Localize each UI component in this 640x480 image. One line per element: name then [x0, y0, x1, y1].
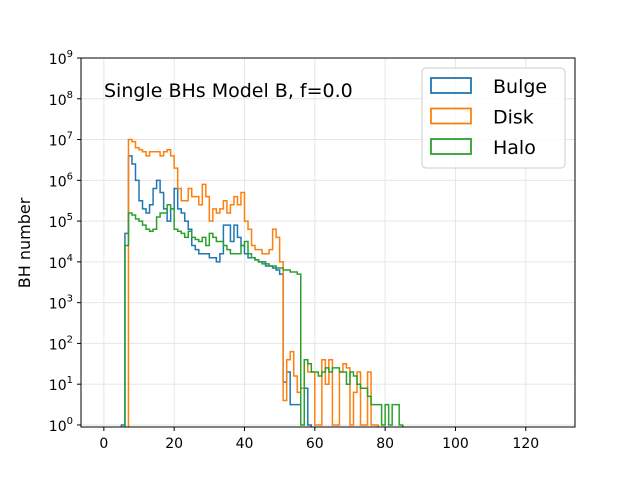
legend-label-disk: Disk [493, 107, 534, 129]
y-tick-label: 100 [49, 416, 73, 435]
legend: Bulge Disk Halo [421, 67, 566, 169]
plot-frame [80, 57, 576, 428]
x-axis-ticks: 0 20 40 60 80 100 120 [99, 427, 539, 452]
x-tick-label: 120 [512, 436, 539, 452]
y-tick-label: 109 [49, 49, 73, 68]
x-tick-label: 0 [99, 436, 108, 452]
y-tick-label: 105 [49, 212, 73, 231]
y-tick-label: 107 [49, 131, 73, 150]
y-axis-ticks: 100 101 102 103 104 105 106 107 108 109 [49, 49, 81, 435]
y-axis-label: BH number [15, 197, 34, 288]
legend-swatch-halo [430, 138, 472, 155]
chart-annotation: Single BHs Model B, f=0.0 [104, 80, 353, 102]
series-disk-step [127, 138, 379, 427]
legend-label-halo: Halo [493, 137, 536, 159]
x-tick-label: 60 [306, 436, 324, 452]
y-tick-label: 102 [49, 334, 73, 353]
legend-label-bulge: Bulge [493, 76, 547, 98]
y-tick-label: 103 [49, 294, 73, 313]
series-halo-step [124, 204, 404, 427]
y-tick-label: 108 [49, 90, 73, 109]
y-tick-label: 106 [49, 171, 73, 190]
y-tick-label: 101 [49, 375, 73, 394]
legend-swatch-bulge [430, 77, 472, 94]
x-tick-label: 80 [376, 436, 394, 452]
series-layer [120, 138, 404, 427]
x-tick-label: 20 [165, 436, 183, 452]
y-tick-label: 104 [49, 253, 73, 272]
series-bulge-step [120, 155, 313, 427]
x-tick-label: 100 [442, 436, 469, 452]
legend-swatch-disk [430, 107, 472, 125]
x-tick-label: 40 [236, 436, 254, 452]
